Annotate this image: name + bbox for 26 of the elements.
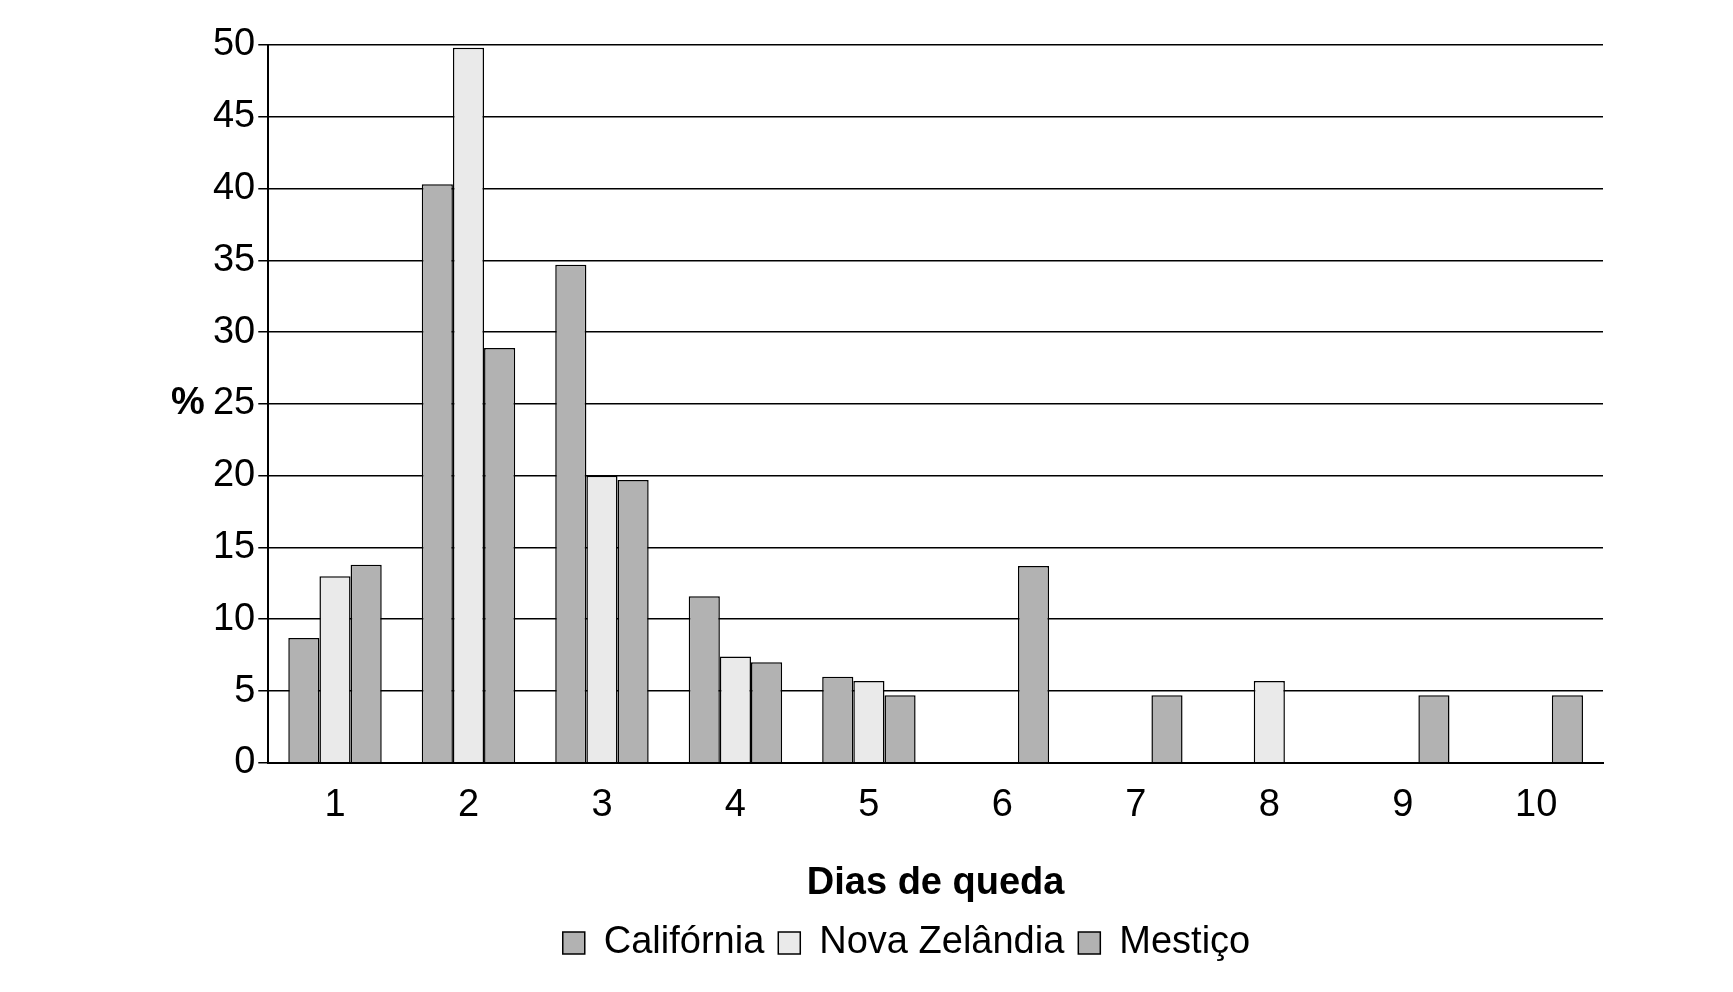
- x-tick-label: 1: [324, 782, 346, 825]
- y-axis-title: %: [171, 380, 205, 423]
- x-tick-label: 9: [1392, 782, 1414, 825]
- x-tick-label: 2: [457, 782, 480, 825]
- legend-label: Califórnia: [603, 919, 766, 962]
- y-tick-label: 15: [212, 523, 256, 566]
- y-tick-label: 20: [212, 452, 256, 495]
- y-tick-label: 5: [234, 667, 256, 710]
- y-tick-label: 45: [212, 93, 256, 136]
- legend-label: Mestiço: [1119, 919, 1251, 962]
- x-tick-label: 6: [991, 782, 1013, 825]
- y-tick-label: 0: [234, 739, 256, 782]
- y-tick-label: 10: [212, 595, 256, 638]
- y-tick-label: 40: [212, 165, 256, 208]
- x-tick-label: 8: [1258, 782, 1280, 825]
- y-tick-label: 35: [212, 236, 256, 279]
- x-tick-label: 5: [858, 782, 880, 825]
- x-tick-label: 4: [724, 782, 746, 825]
- x-tick-label: 10: [1515, 782, 1558, 825]
- x-axis-title: Dias de queda: [806, 859, 1066, 902]
- legend-label: Nova Zelândia: [819, 919, 1066, 962]
- x-tick-label: 3: [591, 782, 613, 825]
- y-tick-label: 30: [212, 308, 256, 351]
- y-tick-label: 25: [212, 380, 256, 423]
- x-tick-label: 7: [1125, 782, 1147, 825]
- y-tick-label: 50: [212, 21, 256, 64]
